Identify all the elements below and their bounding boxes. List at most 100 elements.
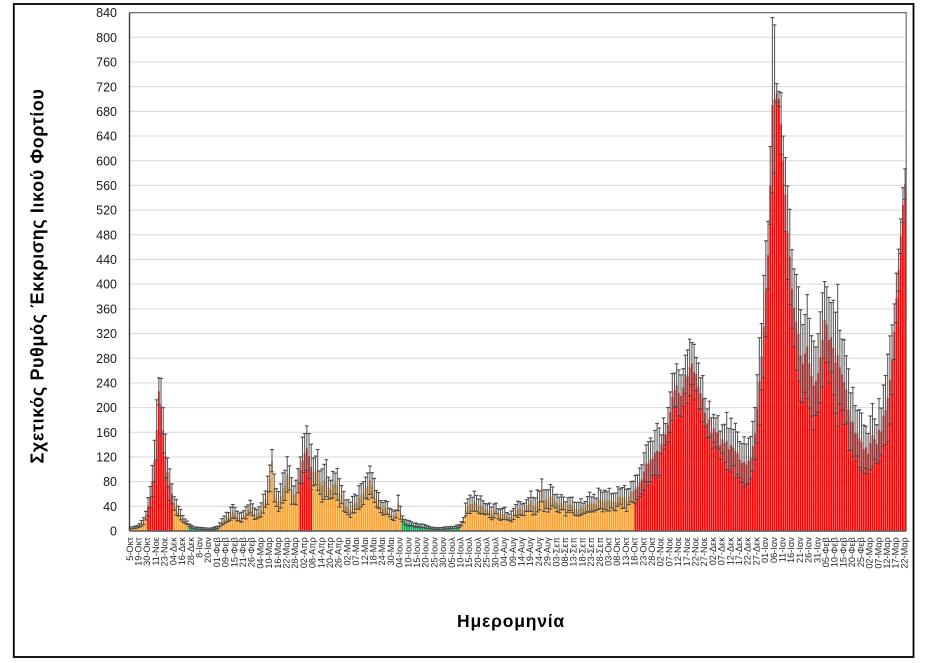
svg-text:10-Μαρ: 10-Μαρ — [264, 537, 274, 568]
svg-text:03-Οκτ: 03-Οκτ — [603, 537, 613, 566]
svg-text:01-Φεβ: 01-Φεβ — [212, 537, 222, 567]
svg-text:5-Οκτ: 5-Οκτ — [125, 537, 135, 561]
svg-text:20-Ιουλ: 20-Ιουλ — [473, 537, 483, 568]
svg-text:07-Μαρ: 07-Μαρ — [873, 537, 883, 568]
svg-text:14-Αυγ: 14-Αυγ — [516, 537, 526, 566]
svg-text:23-Οκτ: 23-Οκτ — [638, 537, 648, 566]
svg-text:26-Απρ: 26-Απρ — [334, 537, 344, 568]
svg-text:22-Μαρ: 22-Μαρ — [899, 537, 909, 568]
svg-text:20-Απρ: 20-Απρ — [325, 537, 335, 568]
svg-text:04-Δεκ: 04-Δεκ — [168, 537, 178, 566]
svg-text:10-Ιουν: 10-Ιουν — [403, 537, 413, 568]
svg-text:200: 200 — [96, 401, 117, 415]
svg-text:120: 120 — [96, 451, 117, 465]
svg-text:02-Δεκ: 02-Δεκ — [708, 537, 718, 566]
svg-text:16-Δεκ: 16-Δεκ — [177, 537, 187, 566]
svg-text:10-Ιουλ: 10-Ιουλ — [456, 537, 466, 568]
svg-text:05-Φεβ: 05-Φεβ — [821, 537, 831, 567]
svg-text:160: 160 — [96, 426, 117, 440]
svg-text:400: 400 — [96, 278, 117, 292]
svg-text:Σχετικός Ρυθμός Έκκρισης Ιικού: Σχετικός Ρυθμός Έκκρισης Ιικού Φορτίου — [28, 89, 48, 464]
svg-text:07-Νοε: 07-Νοε — [664, 537, 674, 566]
svg-text:10-Φεβ: 10-Φεβ — [830, 537, 840, 567]
svg-text:15-Φεβ: 15-Φεβ — [838, 537, 848, 567]
svg-text:14-Απρ: 14-Απρ — [316, 537, 326, 568]
svg-text:21-Φεβ: 21-Φεβ — [238, 537, 248, 567]
svg-text:840: 840 — [96, 6, 117, 20]
svg-text:640: 640 — [96, 130, 117, 144]
svg-text:320: 320 — [96, 327, 117, 341]
svg-text:29-Αυγ: 29-Αυγ — [543, 537, 553, 566]
svg-text:27-Νοε: 27-Νοε — [699, 537, 709, 566]
svg-text:20-Φεβ: 20-Φεβ — [847, 537, 857, 567]
svg-text:08-Σεπ: 08-Σεπ — [560, 537, 570, 566]
svg-text:05-Ιουλ: 05-Ιουλ — [447, 537, 457, 568]
svg-text:20-Ιουν: 20-Ιουν — [421, 537, 431, 568]
svg-text:02-Μαι: 02-Μαι — [342, 537, 352, 565]
svg-text:12-Μαρ: 12-Μαρ — [882, 537, 892, 568]
svg-text:04-Ιουν: 04-Ιουν — [395, 537, 405, 568]
svg-text:13-Οκτ: 13-Οκτ — [621, 537, 631, 566]
svg-text:17-Μαρ: 17-Μαρ — [891, 537, 901, 568]
svg-text:22-Νοε: 22-Νοε — [691, 537, 701, 566]
svg-text:30-Ιουλ: 30-Ιουλ — [490, 537, 500, 568]
svg-text:26-Ιαν: 26-Ιαν — [804, 537, 814, 563]
svg-text:08-Απρ: 08-Απρ — [308, 537, 318, 568]
svg-text:08-Οκτ: 08-Οκτ — [612, 537, 622, 566]
svg-text:28-Μαρ: 28-Μαρ — [290, 537, 300, 568]
svg-text:04-Αυγ: 04-Αυγ — [499, 537, 509, 566]
svg-text:680: 680 — [96, 105, 117, 119]
svg-text:22-Μαρ: 22-Μαρ — [281, 537, 291, 568]
svg-text:19-Οκτ: 19-Οκτ — [134, 537, 144, 566]
svg-text:440: 440 — [96, 253, 117, 267]
svg-text:20-Ιαν: 20-Ιαν — [203, 537, 213, 563]
svg-text:17-Δεκ: 17-Δεκ — [734, 537, 744, 566]
svg-text:27-Δεκ: 27-Δεκ — [751, 537, 761, 566]
svg-text:15-Φεβ: 15-Φεβ — [229, 537, 239, 567]
svg-text:09-Φεβ: 09-Φεβ — [221, 537, 231, 567]
svg-text:23-Νοε: 23-Νοε — [160, 537, 170, 566]
svg-text:520: 520 — [96, 204, 117, 218]
svg-text:13-Σεπ: 13-Σεπ — [569, 537, 579, 566]
svg-text:28-Σεπ: 28-Σεπ — [595, 537, 605, 566]
svg-text:26-Φεβ: 26-Φεβ — [247, 537, 257, 567]
svg-text:18-Μαι: 18-Μαι — [369, 537, 379, 565]
svg-text:40: 40 — [103, 500, 117, 514]
svg-text:24-Αυγ: 24-Αυγ — [534, 537, 544, 566]
svg-text:600: 600 — [96, 154, 117, 168]
svg-text:720: 720 — [96, 80, 117, 94]
svg-text:02-Νοε: 02-Νοε — [656, 537, 666, 566]
svg-text:16-Μαρ: 16-Μαρ — [273, 537, 283, 568]
svg-text:09-Αυγ: 09-Αυγ — [508, 537, 518, 566]
svg-text:17-Νοε: 17-Νοε — [682, 537, 692, 566]
svg-text:800: 800 — [96, 31, 117, 45]
svg-text:31-Ιαν: 31-Ιαν — [812, 537, 822, 563]
svg-text:11-Νοε: 11-Νοε — [151, 537, 161, 565]
svg-text:Ημερομηνία: Ημερομηνία — [457, 611, 565, 631]
svg-text:07-Δεκ: 07-Δεκ — [717, 537, 727, 566]
svg-text:28-Δεκ: 28-Δεκ — [186, 537, 196, 566]
svg-text:18-Οκτ: 18-Οκτ — [630, 537, 640, 566]
svg-text:30-Ιουν: 30-Ιουν — [438, 537, 448, 568]
svg-text:30-Οκτ: 30-Οκτ — [142, 537, 152, 566]
svg-text:12-Δεκ: 12-Δεκ — [725, 537, 735, 566]
svg-text:19-Αυγ: 19-Αυγ — [525, 537, 535, 566]
svg-text:25-Φεβ: 25-Φεβ — [856, 537, 866, 567]
svg-text:02-Απρ: 02-Απρ — [299, 537, 309, 568]
svg-text:07-Μαι: 07-Μαι — [351, 537, 361, 565]
svg-text:560: 560 — [96, 179, 117, 193]
svg-text:760: 760 — [96, 56, 117, 70]
svg-text:15-Ιουν: 15-Ιουν — [412, 537, 422, 568]
svg-text:0: 0 — [110, 525, 117, 539]
svg-text:12-Μαι: 12-Μαι — [360, 537, 370, 565]
svg-text:01-Ιαν: 01-Ιαν — [760, 537, 770, 563]
svg-text:15-Ιουλ: 15-Ιουλ — [464, 537, 474, 568]
svg-text:30-Μαι: 30-Μαι — [386, 537, 396, 565]
svg-text:80: 80 — [103, 475, 117, 489]
svg-text:280: 280 — [96, 352, 117, 366]
svg-text:06-Ιαν: 06-Ιαν — [769, 537, 779, 563]
svg-text:02-Μαρ: 02-Μαρ — [865, 537, 875, 568]
svg-text:12-Νοε: 12-Νοε — [673, 537, 683, 566]
svg-text:24-Μαι: 24-Μαι — [377, 537, 387, 565]
svg-text:11-Ιαν: 11-Ιαν — [778, 537, 788, 562]
